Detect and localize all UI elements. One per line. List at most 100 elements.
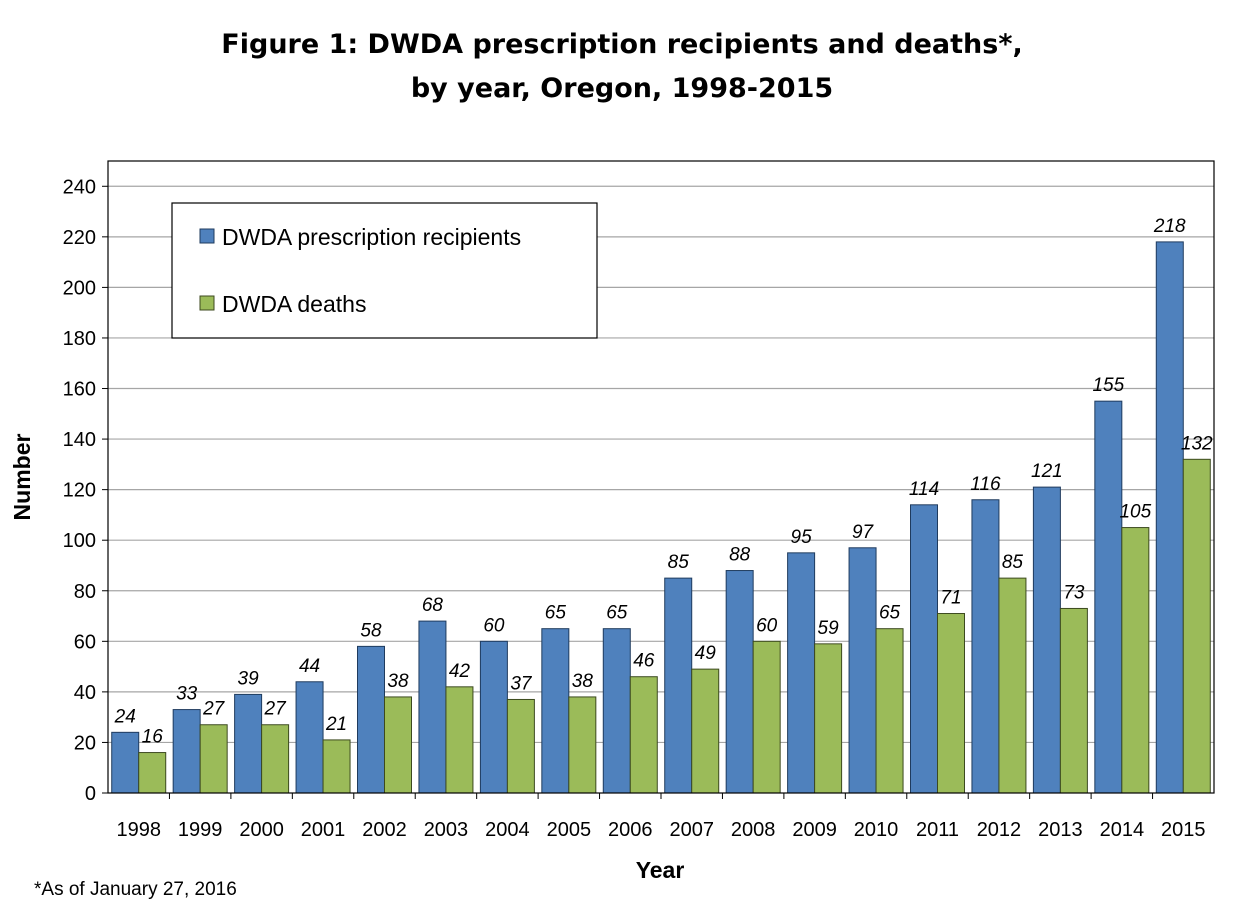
bar-recipients-2001 [295,681,324,794]
bar-recipients-2015 [1155,241,1184,794]
y-tick-label: 0 [85,783,96,805]
x-tick-label: 2014 [1100,819,1145,841]
x-tick-label: 2012 [977,819,1022,841]
y-tick-label: 120 [63,480,96,502]
data-label: 68 [422,595,444,616]
data-label: 58 [360,620,382,641]
data-label: 88 [729,545,751,566]
legend-box [171,202,598,339]
x-tick-label: 2011 [916,819,959,841]
bar-deaths-2001 [322,739,351,794]
data-label: 105 [1119,502,1151,523]
data-label: 27 [264,699,288,720]
bar-deaths-2009 [814,643,843,794]
bar-deaths-1999 [199,724,228,794]
data-label: 42 [449,661,471,682]
bar-recipients-2005 [541,628,570,794]
data-label: 155 [1092,375,1124,396]
bar-recipients-2002 [357,645,385,794]
data-label: 37 [510,673,533,694]
bar-recipients-2003 [418,620,447,794]
data-label: 114 [909,479,939,500]
data-label: 71 [940,588,961,609]
data-label: 60 [756,615,778,636]
bar-deaths-2003 [445,686,474,794]
y-tick-label: 200 [63,277,96,299]
bar-recipients-2006 [602,628,631,794]
x-tick-label: 2000 [239,819,284,841]
x-tick-label: 2002 [362,819,407,841]
data-label: 132 [1181,433,1213,454]
legend-label-deaths: DWDA deaths [222,291,366,317]
data-label: 73 [1063,582,1085,603]
y-tick-label: 180 [63,328,96,350]
y-tick-label: 100 [63,530,96,552]
bars [111,241,1211,794]
bar-recipients-2013 [1032,486,1061,794]
data-labels: 2416332739274421583868426037653865468549… [114,216,1213,748]
y-tick-label: 160 [63,379,96,401]
x-tick-label: 1999 [178,819,223,841]
y-tick-label: 220 [63,227,96,249]
bar-deaths-2007 [691,668,720,794]
y-tick-label: 20 [74,732,96,754]
bar-recipients-1999 [172,709,201,794]
data-label: 39 [238,668,260,689]
bar-deaths-2002 [384,696,412,794]
bar-recipients-2009 [787,552,816,794]
plot-frame [107,160,1215,794]
y-axis: 0 20 40 60 80 100 120 140 160 180 200 220 240 [63,176,108,805]
y-tick-label: 60 [74,631,96,653]
x-tick-label: 2009 [792,819,837,841]
data-label: 33 [176,684,198,705]
data-label: 59 [818,618,840,639]
bar-deaths-2011 [937,613,965,794]
data-label: 21 [325,714,347,735]
data-label: 65 [606,603,628,624]
data-label: 49 [695,643,717,664]
chart-subtitle: by year, Oregon, 1998-2015 [411,73,833,104]
bar-recipients-1998 [111,731,140,794]
legend-swatch-recipients [199,228,215,244]
bar-recipients-2004 [479,640,508,794]
bar-deaths-2000 [261,724,290,794]
bar-deaths-2015 [1182,458,1211,794]
x-tick-label: 2010 [854,819,899,841]
data-label: 16 [142,727,164,748]
y-tick-label: 240 [63,176,96,198]
data-label: 46 [633,651,655,672]
bar-recipients-2010 [848,547,877,794]
bar-deaths-2004 [506,698,535,794]
data-label: 85 [668,552,690,573]
data-label: 65 [545,603,567,624]
bar-deaths-2014 [1121,527,1150,794]
bar-recipients-2007 [664,577,693,794]
data-label: 95 [791,527,813,548]
data-label: 27 [202,699,226,720]
bar-recipients-2011 [910,504,938,794]
bar-deaths-2006 [629,676,658,794]
legend-label-recipients: DWDA prescription recipients [222,224,521,250]
data-label: 60 [483,615,505,636]
bar-deaths-2005 [568,696,597,794]
data-label: 24 [114,706,136,727]
legend-swatch-deaths [199,295,215,311]
x-axis: 1998 1999 2000 2001 2002 2003 2004 2005 2006 2007… [116,793,1206,841]
x-tick-label: 2007 [669,819,714,841]
bar-deaths-2012 [998,577,1027,794]
x-tick-label: 2006 [608,819,653,841]
y-tick-label: 80 [74,581,96,603]
bar-deaths-2013 [1059,607,1088,794]
x-tick-label: 2015 [1161,819,1206,841]
bar-recipients-2014 [1094,400,1123,794]
y-tick-label: 140 [63,429,96,451]
data-label: 97 [852,522,875,543]
x-tick-label: 2005 [547,819,592,841]
bar-recipients-2000 [234,693,263,794]
x-axis-title: Year [636,857,685,883]
footnote: *As of January 27, 2016 [34,879,237,900]
data-label: 65 [879,603,901,624]
x-tick-label: 2004 [485,819,530,841]
bar-recipients-2008 [725,570,754,794]
